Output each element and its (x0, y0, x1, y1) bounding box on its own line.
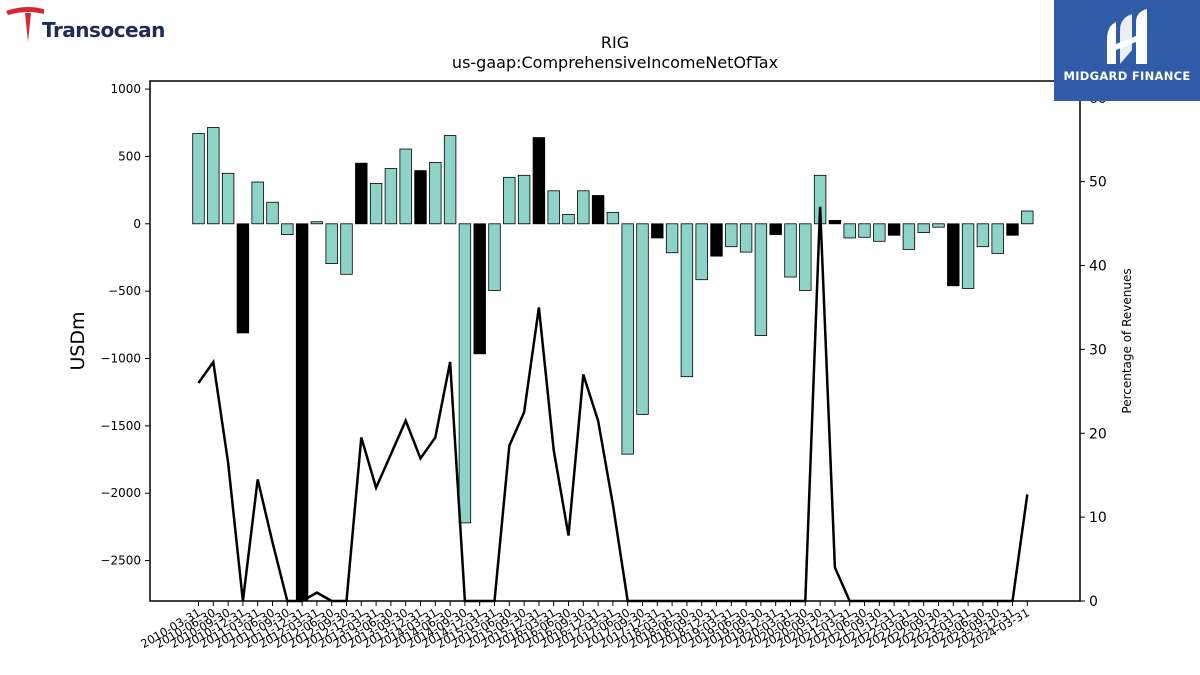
bar-2020-12-31 (828, 220, 842, 225)
bar-2010-12-31 (236, 223, 250, 334)
bar-2022-09-30 (932, 223, 945, 228)
bar-2014-06-30 (443, 135, 457, 225)
bar-2017-06-30 (621, 223, 634, 455)
bar-2011-03-31 (251, 181, 264, 225)
bar-series (192, 127, 1034, 602)
bar-2015-12-31 (532, 137, 546, 225)
bar-2016-06-30 (562, 213, 575, 225)
bar-2015-03-31 (488, 223, 501, 291)
transocean-logo: Transocean (4, 4, 204, 46)
bar-2020-03-31 (784, 223, 797, 278)
y-axis-right: 0102030405060 (1080, 91, 1107, 610)
bar-2016-09-30 (577, 190, 590, 225)
bar-2010-06-30 (207, 127, 220, 225)
midgard-finance-logo: MIDGARD FINANCE (1054, 0, 1200, 101)
bar-2013-06-30 (384, 168, 398, 225)
y-tick-label: 500 (118, 149, 141, 163)
percentage-line (197, 206, 1029, 603)
bar-2016-12-31 (591, 195, 605, 225)
plot-frame (149, 80, 1081, 602)
bar-2012-06-30 (325, 223, 338, 264)
y-tick-label: −1500 (100, 419, 141, 433)
bar-2017-12-31 (651, 223, 664, 239)
bar-2019-12-31 (769, 223, 782, 235)
y2-tick-label: 20 (1089, 426, 1107, 442)
bar-2013-12-31 (414, 170, 427, 225)
y2-tick-label: 30 (1089, 342, 1107, 358)
bar-2013-03-31 (369, 182, 383, 225)
bar-2017-09-30 (636, 223, 649, 415)
bar-2018-06-30 (680, 223, 694, 378)
y-tick-label: −2500 (100, 554, 141, 568)
y-tick-label: −2000 (100, 486, 141, 500)
y2-tick-label: 10 (1089, 510, 1107, 526)
bar-2024-03-31 (1021, 210, 1034, 225)
bar-2012-12-31 (355, 162, 368, 225)
bar-2011-12-31 (295, 223, 309, 602)
bar-2022-12-31 (947, 223, 960, 287)
bar-2011-06-30 (266, 201, 279, 225)
bar-2010-09-30 (221, 172, 235, 225)
chart-title: RIG (601, 33, 629, 52)
y-tick-label: −500 (108, 284, 141, 298)
bar-2019-09-30 (754, 223, 768, 337)
bar-2022-06-30 (917, 223, 930, 233)
bar-2018-09-30 (695, 223, 708, 281)
midgard-m-icon (1107, 9, 1147, 64)
bar-2017-03-31 (606, 211, 620, 225)
bar-2014-12-31 (473, 223, 486, 355)
bar-2012-09-30 (340, 223, 353, 275)
bar-2023-03-31 (961, 223, 975, 289)
y-axis-left: 1000 500 0 −500 −1000 −1500 −2000 −2500 (100, 82, 150, 568)
bar-2019-03-31 (725, 223, 738, 248)
x-axis: 2010-03-312010-06-302010-09-302010-12-31… (138, 601, 1032, 651)
y2-axis-label: Percentage of Revenues (1120, 268, 1134, 413)
y-axis-label: USDm (67, 311, 89, 370)
bar-2010-03-31 (192, 133, 205, 225)
bar-2023-12-31 (1006, 223, 1019, 236)
y2-tick-label: 0 (1089, 594, 1098, 610)
bar-2022-03-31 (902, 223, 916, 250)
y2-tick-label: 40 (1089, 259, 1107, 275)
bar-2020-06-30 (799, 223, 812, 291)
bar-2021-03-31 (843, 223, 856, 239)
bar-2016-03-31 (547, 190, 560, 225)
bar-2018-03-31 (665, 223, 679, 254)
y-tick-label: 1000 (110, 82, 141, 96)
bar-2018-12-31 (710, 223, 723, 257)
bar-2019-06-30 (739, 223, 753, 253)
y2-tick-label: 50 (1089, 175, 1107, 191)
bar-2021-12-31 (887, 223, 901, 236)
y-tick-label: 0 (133, 217, 141, 231)
transocean-wordmark: Transocean (42, 18, 165, 42)
midgard-finance-wordmark: MIDGARD FINANCE (1063, 69, 1191, 83)
bar-2013-09-30 (399, 148, 412, 225)
bar-2015-09-30 (517, 174, 531, 225)
bar-2015-06-30 (503, 176, 516, 225)
bar-2014-09-30 (458, 223, 472, 524)
bar-2023-09-30 (991, 223, 1004, 254)
bar-2011-09-30 (281, 223, 294, 235)
bar-2021-06-30 (858, 223, 871, 238)
bar-2023-06-30 (976, 223, 990, 248)
y-tick-label: −1000 (100, 352, 141, 366)
bar-2012-03-31 (310, 221, 324, 225)
bar-2014-03-31 (429, 162, 442, 225)
transocean-t-icon (6, 7, 44, 42)
bar-2021-09-30 (873, 223, 886, 242)
chart-subtitle: us-gaap:ComprehensiveIncomeNetOfTax (452, 53, 778, 72)
